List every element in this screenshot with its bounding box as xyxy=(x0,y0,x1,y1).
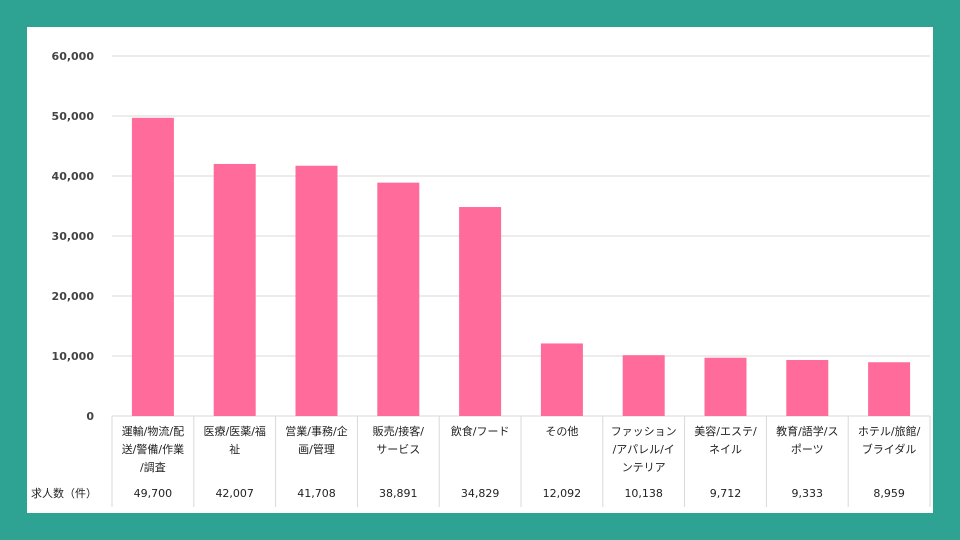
x-category-label-line: 祉 xyxy=(229,443,240,456)
bar xyxy=(459,207,502,416)
bar xyxy=(704,357,747,416)
x-category-label: 美容/エステ/ネイル xyxy=(694,424,757,456)
y-tick-label: 0 xyxy=(86,410,94,423)
bar xyxy=(868,362,911,416)
x-category-label: 医療/医薬/福祉 xyxy=(203,424,265,456)
x-category-label-line: 販売/接客/ xyxy=(373,424,425,438)
data-table-value: 49,700 xyxy=(134,487,173,500)
x-category-label-line: 画/管理 xyxy=(298,442,335,456)
bar xyxy=(295,165,338,416)
x-category-label-line: 送/警備/作業 xyxy=(122,442,184,456)
x-category-label: 販売/接客/サービス xyxy=(373,424,425,456)
y-tick-label: 10,000 xyxy=(52,350,95,363)
bar xyxy=(377,182,420,416)
bar xyxy=(622,355,665,416)
x-category-label-line: 飲食/フード xyxy=(451,424,510,438)
y-tick-label: 50,000 xyxy=(52,110,95,123)
data-table-value: 9,712 xyxy=(710,487,742,500)
x-category-label-line: ポーツ xyxy=(791,443,824,456)
x-category-label-line: ンテリア xyxy=(622,461,666,474)
y-tick-label: 20,000 xyxy=(52,290,95,303)
data-table-value: 42,007 xyxy=(215,487,254,500)
x-category-label-line: ホテル/旅館/ xyxy=(858,424,921,438)
x-category-label-line: 教育/語学/ス xyxy=(776,424,838,438)
x-category-label-line: 美容/エステ/ xyxy=(694,424,757,438)
y-tick-label: 40,000 xyxy=(52,170,95,183)
y-tick-label: 60,000 xyxy=(52,50,95,63)
x-category-label-line: 医療/医薬/福 xyxy=(203,424,265,438)
bar xyxy=(213,163,256,416)
x-category-label-line: その他 xyxy=(545,425,578,438)
bar-chart: 0 10,000 20,000 30,000 40,000 50,000 60,000 運輸/… xyxy=(31,50,931,507)
x-category-label: ホテル/旅館/ブライダル xyxy=(858,424,921,456)
data-table-value: 34,829 xyxy=(461,487,500,500)
data-table-value: 8,959 xyxy=(873,487,905,500)
x-category-label-line: ネイル xyxy=(709,443,742,456)
x-category-label: ファッション/アパレル/インテリア xyxy=(611,425,677,474)
data-table-row-label: 求人数（件） xyxy=(31,487,97,500)
data-table-value: 41,708 xyxy=(297,487,336,500)
x-category-label-line: 営業/事務/企 xyxy=(285,424,347,438)
chart-panel: 0 10,000 20,000 30,000 40,000 50,000 60,000 運輸/… xyxy=(27,27,933,513)
x-category-label: 運輸/物流/配送/警備/作業/調査 xyxy=(122,424,184,474)
x-category-label: 飲食/フード xyxy=(451,424,510,438)
bar xyxy=(786,360,829,416)
y-tick-label: 30,000 xyxy=(52,230,95,243)
x-category-label-line: サービス xyxy=(376,443,420,456)
x-category-label: 教育/語学/スポーツ xyxy=(776,424,838,456)
data-table-value: 9,333 xyxy=(792,487,824,500)
bar xyxy=(131,117,174,417)
x-category-label-line: /アパレル/イ xyxy=(613,443,675,456)
x-category-label: その他 xyxy=(545,425,578,438)
x-category-label-line: ファッション xyxy=(611,425,677,438)
data-table-value: 10,138 xyxy=(624,487,663,500)
x-category-label-line: /調査 xyxy=(140,460,166,474)
data-table-value: 38,891 xyxy=(379,487,418,500)
x-category-label: 営業/事務/企画/管理 xyxy=(285,424,347,456)
x-category-label-line: ブライダル xyxy=(862,442,917,456)
data-table-value: 12,092 xyxy=(543,487,582,500)
bar xyxy=(540,343,583,416)
x-category-label-line: 運輸/物流/配 xyxy=(122,424,184,438)
